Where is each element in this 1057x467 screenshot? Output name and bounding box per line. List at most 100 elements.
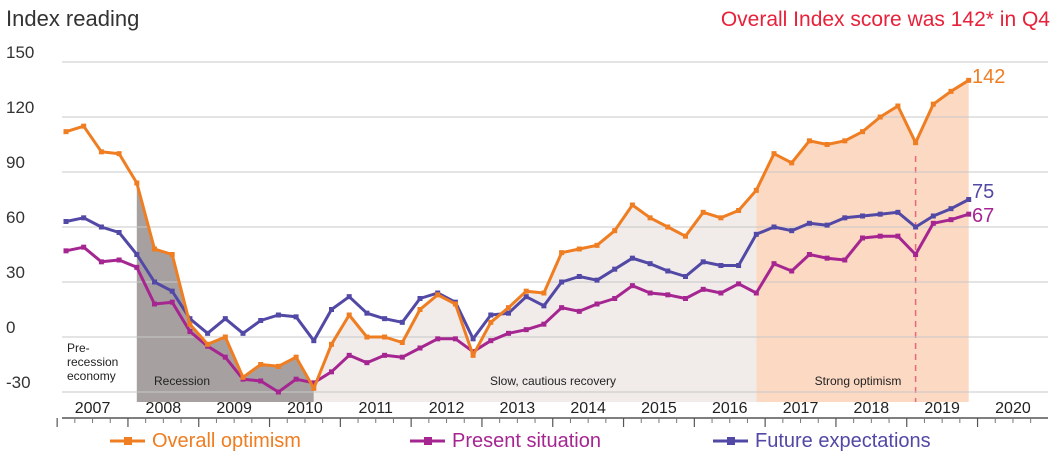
data-point-future	[576, 274, 582, 279]
data-point-overall	[594, 242, 600, 248]
data-point-present	[169, 299, 175, 305]
period-fill-recovery	[313, 190, 757, 402]
data-point-overall	[683, 233, 688, 239]
data-point-future	[240, 330, 246, 336]
x-tick-label: 2008	[146, 400, 182, 417]
data-point-future	[364, 310, 370, 316]
data-point-future	[134, 252, 140, 257]
data-point-overall	[152, 246, 157, 252]
data-point-future	[700, 259, 706, 265]
data-point-overall	[913, 140, 919, 146]
data-point-future	[63, 219, 69, 224]
data-point-overall	[258, 362, 264, 367]
data-point-future	[842, 215, 848, 221]
legend-marker-present	[424, 437, 432, 445]
data-point-overall	[506, 305, 511, 311]
x-tick-label: 2020	[995, 400, 1031, 417]
data-point-overall	[311, 385, 317, 391]
data-point-present	[860, 235, 865, 241]
period-label-recovery: Slow, cautious recovery	[490, 374, 616, 388]
data-point-present	[665, 292, 671, 298]
data-point-present	[594, 301, 600, 307]
data-point-future	[329, 307, 334, 312]
data-point-future	[275, 312, 281, 318]
data-point-overall	[523, 288, 529, 294]
data-point-present	[452, 336, 458, 342]
data-point-future	[594, 277, 600, 283]
y-tick-label: 150	[6, 43, 34, 62]
data-point-overall	[275, 363, 281, 369]
data-point-present	[116, 257, 122, 263]
data-point-overall	[771, 151, 777, 157]
data-point-overall	[435, 292, 441, 298]
data-point-overall	[364, 334, 370, 340]
data-point-future	[629, 255, 635, 261]
data-point-present	[541, 321, 547, 327]
y-tick-labels: -30 0 30 60 90 120 150	[6, 43, 34, 392]
data-point-present	[275, 389, 281, 395]
data-point-future	[311, 338, 317, 344]
data-point-present	[523, 327, 529, 333]
series-line-present	[65, 212, 970, 394]
period-label-recession: Recession	[154, 374, 210, 388]
period-label-pre: recession	[67, 355, 118, 369]
data-point-present	[647, 290, 653, 296]
data-point-future	[559, 279, 565, 285]
data-point-future	[169, 288, 175, 294]
end-label-present: 67	[972, 205, 994, 227]
data-point-present	[806, 252, 812, 257]
data-point-overall	[718, 215, 724, 221]
data-point-overall	[134, 180, 140, 186]
data-point-overall	[329, 341, 334, 347]
data-point-present	[382, 352, 388, 358]
data-point-present	[877, 233, 883, 239]
data-point-present	[576, 308, 582, 314]
data-point-future	[116, 230, 122, 235]
data-point-future	[258, 318, 264, 323]
data-point-future	[789, 228, 795, 234]
data-point-present	[948, 217, 954, 223]
x-tick-label: 2019	[924, 400, 960, 417]
data-point-future	[612, 266, 618, 272]
data-point-overall	[399, 340, 405, 345]
data-point-present	[152, 301, 157, 307]
series-line-future	[65, 198, 970, 343]
data-point-overall	[665, 224, 671, 230]
data-point-future	[506, 310, 511, 316]
data-point-overall	[293, 354, 299, 360]
data-point-overall	[98, 149, 104, 155]
data-point-present	[399, 354, 405, 360]
data-point-present	[329, 369, 334, 375]
period-label-pre: Pre-	[67, 341, 90, 355]
legend: Overall optimism Present situation Future …	[110, 430, 931, 452]
data-point-overall	[63, 129, 69, 135]
data-point-future	[753, 231, 759, 237]
data-point-overall	[382, 334, 388, 340]
period-label-pre: economy	[67, 369, 116, 383]
data-point-future	[541, 303, 547, 309]
data-point-overall	[842, 138, 848, 144]
legend-marker-overall	[124, 437, 132, 445]
y-tick-label: 120	[6, 98, 34, 117]
y-tick-label: 0	[6, 318, 15, 337]
data-point-overall	[647, 215, 653, 221]
data-point-present	[718, 290, 724, 296]
data-point-present	[753, 290, 759, 296]
data-point-present	[81, 244, 87, 250]
legend-marker-future	[727, 437, 735, 445]
data-point-overall	[948, 88, 954, 94]
period-fill-optimism	[756, 80, 969, 402]
period-shading	[136, 80, 969, 402]
legend-label-present: Present situation	[452, 430, 601, 452]
data-point-future	[81, 215, 87, 221]
legend-label-future: Future expectations	[755, 430, 931, 452]
data-point-future	[736, 263, 742, 268]
data-point-future	[895, 209, 901, 215]
data-point-present	[930, 220, 936, 226]
data-point-future	[665, 268, 671, 274]
x-tick-label: 2010	[287, 400, 323, 417]
data-point-present	[435, 336, 441, 342]
data-point-future	[966, 197, 972, 202]
